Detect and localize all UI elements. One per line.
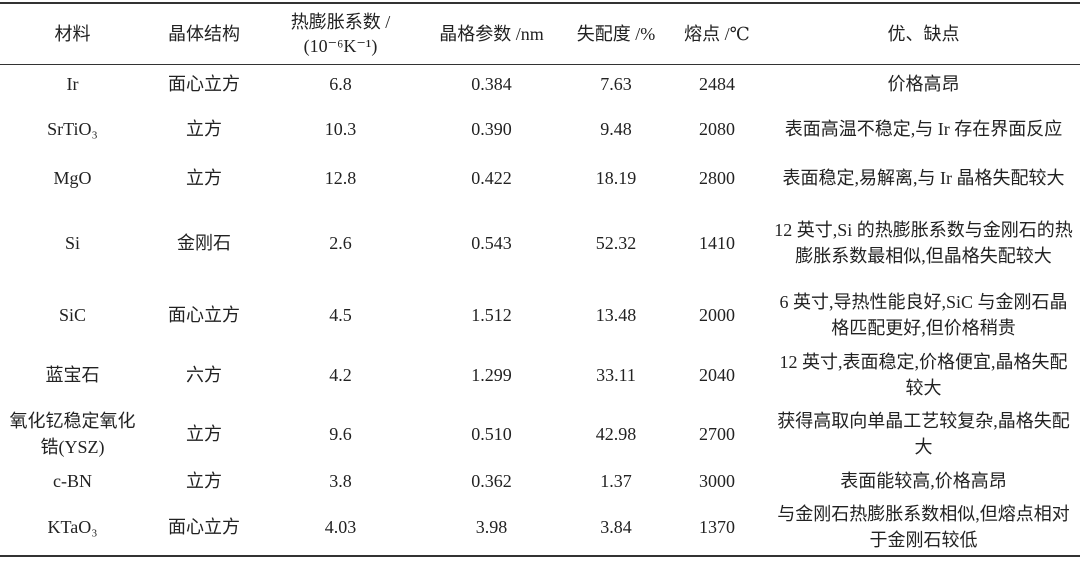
header-row: 材料 晶体结构 热膨胀系数 / (10⁻⁶K⁻¹) 晶格参数 /nm 失配度 /% 熔点 … xyxy=(0,3,1080,65)
table-cell: 3.84 xyxy=(600,517,632,537)
table-cell: 12.8 xyxy=(324,167,357,188)
table-row: KTaO₃ 面心立方 4.03 3.98 3.84 1370 与金刚石热膨胀系数相似,但熔点… xyxy=(0,500,1080,556)
table-cell: 2.6 xyxy=(329,232,352,253)
table-cell: 面心立方 xyxy=(168,304,240,325)
table-cell: 六方 xyxy=(186,365,222,385)
table-row: MgO 立方 12.8 0.422 18.19 2800 表面稳定,易解离,与 Ir 晶格失… xyxy=(0,155,1080,201)
table-row: 蓝宝石 六方 4.2 1.299 33.11 2040 12 英寸,表面稳定,价格便宜,晶格… xyxy=(0,345,1080,406)
table-cell: 0.510 xyxy=(471,424,512,444)
table-cell: 面心立方 xyxy=(168,73,240,94)
table-cell: 4.2 xyxy=(329,365,352,385)
table-cell: 52.32 xyxy=(595,232,637,253)
table-cell: 6.8 xyxy=(329,73,352,94)
header-cell: 材料 xyxy=(54,24,91,44)
pros-cons-cell: 6 英寸,导热性能良好,SiC 与金刚石晶格匹配更好,但价格稍贵 xyxy=(779,291,1068,338)
header-cell: 优、缺点 xyxy=(887,24,960,44)
header-cell: 熔点 /℃ xyxy=(684,24,750,44)
table-row: c-BN 立方 3.8 0.362 1.37 3000 表面能较高,价格高昂 xyxy=(0,463,1080,500)
table-row: 氧化钇稳定氧化锆(YSZ) 立方 9.6 0.510 42.98 2700 获得高取向单晶工… xyxy=(0,406,1080,463)
pros-cons-cell: 表面高温不稳定,与 Ir 存在界面反应 xyxy=(784,118,1063,139)
table-cell: SiC xyxy=(58,304,87,325)
table-cell: 2000 xyxy=(699,304,735,325)
header-cell: 晶格参数 /nm xyxy=(439,24,544,44)
table-cell: 立方 xyxy=(186,167,222,188)
table-cell: 7.63 xyxy=(600,73,632,94)
table-cell: 2700 xyxy=(699,424,735,444)
table-cell: 面心立方 xyxy=(168,517,240,537)
table-cell: 1.299 xyxy=(471,365,512,385)
table-cell: 9.6 xyxy=(329,424,352,444)
table-cell: c-BN xyxy=(53,471,92,491)
table-cell: 18.19 xyxy=(595,167,637,188)
table-cell: 33.11 xyxy=(596,365,636,385)
table-cell: 4.03 xyxy=(324,517,357,537)
table-cell: 金刚石 xyxy=(177,232,231,253)
table-cell: KTaO₃ xyxy=(47,517,98,537)
table-cell: 0.543 xyxy=(471,232,512,253)
header-cell: 晶体结构 xyxy=(168,24,240,44)
table-row: Si 金刚石 2.6 0.543 52.32 1410 12 英寸,Si 的热膨胀系数与金刚… xyxy=(0,201,1080,285)
header-cell: 失配度 /% xyxy=(576,24,656,44)
table-cell: 10.3 xyxy=(324,118,357,139)
header-cell: 热膨胀系数 / (10⁻⁶K⁻¹) xyxy=(290,12,391,56)
table-cell: 3.8 xyxy=(329,471,352,491)
pros-cons-cell: 表面能较高,价格高昂 xyxy=(840,471,1007,491)
table-cell: 1410 xyxy=(699,232,735,253)
table-cell: 3.98 xyxy=(475,517,508,537)
table-row: Ir 面心立方 6.8 0.384 7.63 2484 价格高昂 xyxy=(0,65,1080,103)
table-cell: 1370 xyxy=(699,517,735,537)
table-cell: 0.384 xyxy=(471,73,512,94)
pros-cons-cell: 获得高取向单晶工艺较复杂,晶格失配大 xyxy=(777,411,1070,457)
pros-cons-cell: 价格高昂 xyxy=(887,73,960,94)
table-row: SrTiO₃ 立方 10.3 0.390 9.48 2080 表面高温不稳定,与 Ir 存在… xyxy=(0,103,1080,155)
pros-cons-cell: 表面稳定,易解离,与 Ir 晶格失配较大 xyxy=(782,167,1065,188)
table-cell: 氧化钇稳定氧化锆(YSZ) xyxy=(9,411,136,457)
table-cell: MgO xyxy=(53,167,92,188)
table-cell: 2040 xyxy=(699,365,735,385)
table-cell: Si xyxy=(64,232,80,253)
table-cell: 1.512 xyxy=(471,304,512,325)
table-cell: 3000 xyxy=(699,471,735,491)
table-cell: 立方 xyxy=(186,471,222,491)
table-cell: 2800 xyxy=(699,167,735,188)
table-cell: Ir xyxy=(66,73,79,94)
table-cell: 0.362 xyxy=(471,471,512,491)
table-cell: 蓝宝石 xyxy=(45,365,100,385)
table-cell: 2080 xyxy=(699,118,735,139)
table-cell: 0.422 xyxy=(471,167,512,188)
table-cell: 4.5 xyxy=(329,304,352,325)
pros-cons-cell: 12 英寸,Si 的热膨胀系数与金刚石的热膨胀系数最相似,但晶格失配较大 xyxy=(774,219,1073,266)
pros-cons-cell: 12 英寸,表面稳定,价格便宜,晶格失配较大 xyxy=(779,352,1068,398)
table-body: Ir 面心立方 6.8 0.384 7.63 2484 价格高昂 SrTiO₃ 立方 10.3 0.… xyxy=(0,65,1080,556)
data-table: 材料 晶体结构 热膨胀系数 / (10⁻⁶K⁻¹) 晶格参数 /nm 失配度 /% 熔点 … xyxy=(0,2,1080,557)
table-cell: 13.48 xyxy=(595,304,637,325)
table-row: SiC 面心立方 4.5 1.512 13.48 2000 6 英寸,导热性能良好,SiC … xyxy=(0,285,1080,345)
table-cell: 0.390 xyxy=(471,118,512,139)
table-cell: 9.48 xyxy=(600,118,632,139)
pros-cons-cell: 与金刚石热膨胀系数相似,但熔点相对于金刚石较低 xyxy=(777,504,1070,550)
table-cell: 1.37 xyxy=(600,471,632,491)
table-cell: 42.98 xyxy=(595,424,637,444)
table-cell: SrTiO₃ xyxy=(47,118,98,139)
table-cell: 立方 xyxy=(186,118,222,139)
table-cell: 2484 xyxy=(699,73,735,94)
table-cell: 立方 xyxy=(186,424,222,444)
